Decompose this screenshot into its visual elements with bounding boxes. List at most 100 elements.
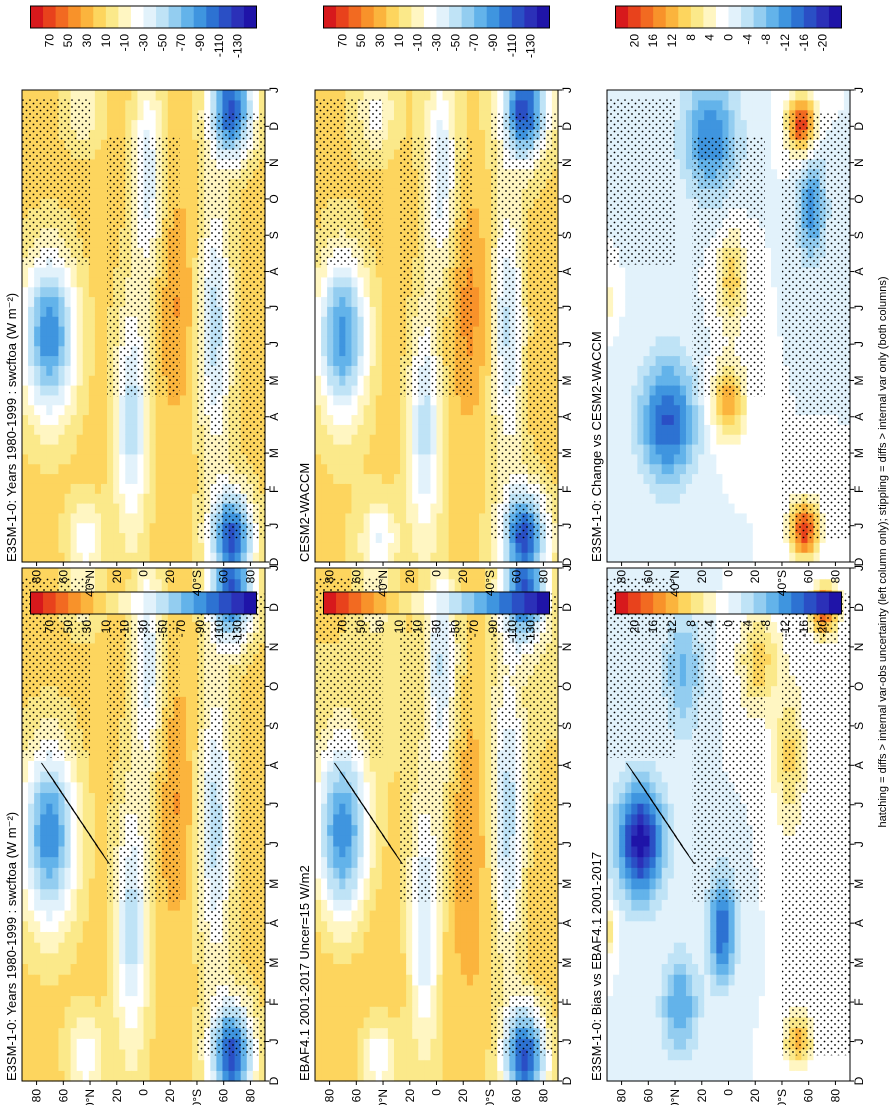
heatmap-cell [643,1016,651,1029]
heatmap-cell [722,942,730,954]
heatmap-cell [625,867,632,879]
heatmap-cell [345,899,353,911]
heatmap-cell [315,1016,322,1029]
heatmap-cell [625,888,632,900]
heatmap-cell [58,845,66,858]
heatmap-cell [472,610,480,623]
heatmap-cell [22,835,29,847]
heatmap-cell [192,963,199,975]
heatmap-cell [667,792,675,804]
heatmap-cell [70,771,78,783]
heatmap-cell [52,781,60,794]
heatmap-cell [509,578,517,590]
heatmap-cell [369,781,377,794]
heatmap-cell [679,771,687,783]
heatmap-cell [613,760,620,772]
heatmap-cell [387,1016,395,1029]
heatmap-cell [485,781,492,794]
heatmap-cell [327,974,334,986]
heatmap-cell [607,1006,614,1018]
heatmap-cell [345,792,353,804]
heatmap-cell [351,931,359,943]
heatmap-cell [479,920,486,932]
heatmap-cell [186,931,193,943]
heatmap-cell [607,984,614,997]
heatmap-cell [454,963,462,975]
heatmap-cell [345,1070,353,1082]
heatmap-cell [631,1059,638,1071]
heatmap-cell [472,739,480,751]
heatmap-cell [692,1027,699,1039]
heatmap-cell [497,1070,504,1082]
heatmap-cell [34,1016,41,1029]
heatmap-cell [339,1070,346,1082]
heatmap-cell [485,974,492,986]
heatmap-cell [430,1027,438,1039]
heatmap-cell [479,835,486,847]
heatmap-cell [387,610,395,623]
stipple-region [489,593,558,1056]
colorbar-swatch [436,592,450,614]
heatmap-cell [485,717,492,729]
heatmap-cell [70,920,78,932]
heatmap-cell [485,653,492,665]
heatmap-cell [381,1027,389,1039]
heatmap-cell [698,963,705,975]
heatmap-cell [94,760,102,772]
heatmap-cell [34,781,41,794]
colorbar-swatch [361,592,375,614]
colorbar-swatch [168,592,182,614]
heatmap-cell [339,856,346,868]
heatmap-cell [661,771,669,783]
heatmap-cell [679,696,687,708]
heatmap-cell [125,568,132,580]
heatmap-cell [619,845,626,858]
heatmap-cell [381,910,389,922]
heatmap-cell [527,578,535,590]
heatmap-cell [82,952,90,965]
heatmap-cell [333,942,340,954]
heatmap-cell [454,984,462,997]
heatmap-cell [607,910,614,922]
heatmap-cell [661,877,669,890]
heatmap-cell [345,1038,353,1050]
colorbar-swatch [336,592,350,614]
heatmap-cell [137,1027,145,1039]
heatmap-cell [149,995,157,1007]
heatmap-cell [649,856,657,868]
heatmap-cell [454,920,462,932]
heatmap-cell [40,931,47,943]
heatmap-cell [345,931,353,943]
heatmap-cell [339,835,346,847]
heatmap-cell [88,717,96,729]
heatmap-cell [357,856,365,868]
heatmap-cell [393,632,401,644]
heatmap-cell [100,952,108,965]
heatmap-cell [222,578,230,590]
heatmap-cell [363,963,371,975]
heatmap-cell [472,578,480,590]
heatmap-cell [369,771,377,783]
heatmap-cell [94,568,102,580]
heatmap-cell [685,674,693,687]
heatmap-cell [491,578,498,590]
heatmap-cell [393,963,401,975]
heatmap-cell [70,1016,78,1029]
heatmap-cell [661,1070,669,1082]
heatmap-cell [436,1070,444,1082]
heatmap-cell [345,813,353,826]
heatmap-cell [327,867,334,879]
heatmap-cell [710,1027,717,1039]
heatmap-cell [216,1059,224,1071]
heatmap-cell [607,931,614,943]
heatmap-cell [685,942,693,954]
heatmap-cell [387,1070,395,1082]
heatmap-cell [40,1059,47,1071]
heatmap-cell [655,984,663,997]
heatmap-cell [661,942,669,954]
heatmap-cell [625,931,632,943]
heatmap-cell [655,910,663,922]
heatmap-cell [192,610,199,623]
heatmap-cell [327,1048,334,1061]
heatmap-cell [679,674,687,687]
